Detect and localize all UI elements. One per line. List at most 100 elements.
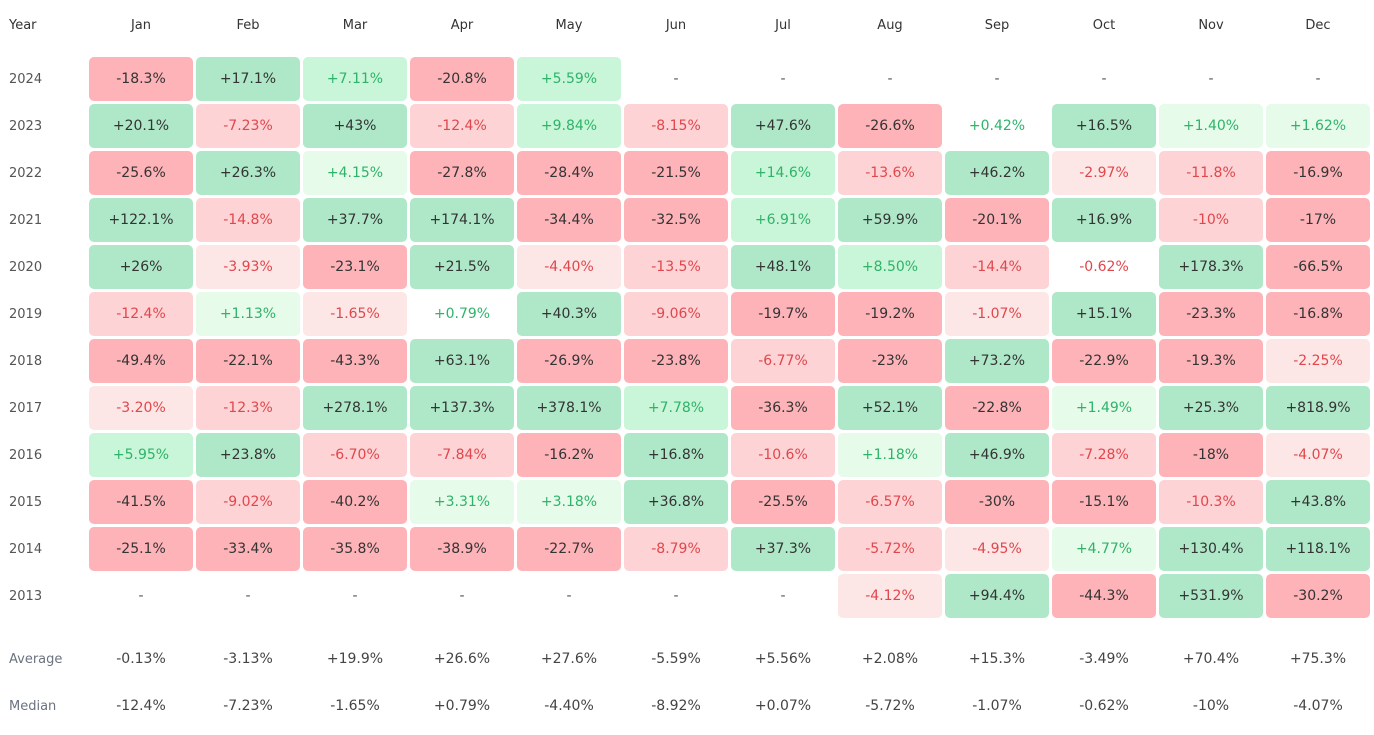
month-header: Nov [1198, 17, 1224, 33]
return-cell: -17% [1266, 198, 1370, 242]
month-header: May [555, 17, 583, 33]
return-cell: -2.97% [1052, 151, 1156, 195]
return-cell: +4.77% [1052, 527, 1156, 571]
return-cell: +378.1% [517, 386, 621, 430]
return-cell: -13.6% [838, 151, 942, 195]
return-cell: -0.62% [1079, 259, 1129, 275]
year-label: 2021 [9, 212, 43, 228]
year-label: 2014 [9, 541, 43, 557]
return-cell: +43.8% [1266, 480, 1370, 524]
month-header: Jul [775, 17, 791, 33]
return-cell: - [459, 588, 465, 604]
summary-label: Average [9, 651, 63, 667]
summary-cell: +70.4% [1182, 651, 1240, 667]
return-cell: -14.4% [945, 245, 1049, 289]
summary-cell: +75.3% [1289, 651, 1347, 667]
return-cell: +278.1% [303, 386, 407, 430]
return-cell: +52.1% [838, 386, 942, 430]
summary-cell: -3.13% [223, 651, 273, 667]
return-cell: +1.49% [1052, 386, 1156, 430]
return-cell: -33.4% [196, 527, 300, 571]
return-cell: +73.2% [945, 339, 1049, 383]
return-cell: +118.1% [1266, 527, 1370, 571]
return-cell: +6.91% [731, 198, 835, 242]
return-cell: -3.20% [89, 386, 193, 430]
month-header: Oct [1092, 17, 1116, 33]
month-header: Dec [1305, 17, 1331, 33]
return-cell: +36.8% [624, 480, 728, 524]
return-cell: - [780, 71, 786, 87]
return-cell: -30% [945, 480, 1049, 524]
return-cell: - [566, 588, 572, 604]
return-cell: +531.9% [1159, 574, 1263, 618]
return-cell: +21.5% [410, 245, 514, 289]
return-cell: -12.4% [410, 104, 514, 148]
return-cell: +25.3% [1159, 386, 1263, 430]
return-cell: +7.78% [624, 386, 728, 430]
return-cell: -27.8% [410, 151, 514, 195]
year-label: 2015 [9, 494, 43, 510]
summary-cell: +19.9% [326, 651, 384, 667]
return-cell: -7.28% [1052, 433, 1156, 477]
month-header: Feb [236, 17, 260, 33]
return-cell: -5.72% [838, 527, 942, 571]
return-cell: -9.02% [196, 480, 300, 524]
summary-cell: -7.23% [223, 698, 273, 714]
return-cell: -22.1% [196, 339, 300, 383]
summary-cell: +5.56% [754, 651, 812, 667]
return-cell: -32.5% [624, 198, 728, 242]
return-cell: -10.6% [731, 433, 835, 477]
return-cell: -18% [1159, 433, 1263, 477]
return-cell: -35.8% [303, 527, 407, 571]
return-cell: - [994, 71, 1000, 87]
return-cell: -30.2% [1266, 574, 1370, 618]
return-cell: +14.6% [731, 151, 835, 195]
return-cell: -25.6% [89, 151, 193, 195]
return-cell: -1.07% [945, 292, 1049, 336]
year-label: 2024 [9, 71, 43, 87]
return-cell: +23.8% [196, 433, 300, 477]
return-cell: +137.3% [410, 386, 514, 430]
return-cell: - [673, 71, 679, 87]
return-cell: -36.3% [731, 386, 835, 430]
return-cell: +3.31% [410, 480, 514, 524]
header-label: Year [9, 17, 37, 33]
return-cell: +0.79% [433, 306, 491, 322]
return-cell: -3.93% [196, 245, 300, 289]
return-cell: -12.3% [196, 386, 300, 430]
return-cell: +26% [89, 245, 193, 289]
return-cell: +37.7% [303, 198, 407, 242]
return-cell: -23.3% [1159, 292, 1263, 336]
return-cell: -13.5% [624, 245, 728, 289]
month-header: Jan [130, 17, 152, 33]
return-cell: -25.5% [731, 480, 835, 524]
return-cell: - [245, 588, 251, 604]
summary-cell: -4.40% [544, 698, 594, 714]
return-cell: +122.1% [89, 198, 193, 242]
return-cell: +8.50% [838, 245, 942, 289]
year-label: 2017 [9, 400, 43, 416]
return-cell: +1.40% [1159, 104, 1263, 148]
return-cell: +46.2% [945, 151, 1049, 195]
year-label: 2019 [9, 306, 43, 322]
return-cell: -4.07% [1266, 433, 1370, 477]
return-cell: -21.5% [624, 151, 728, 195]
return-cell: +15.1% [1052, 292, 1156, 336]
return-cell: -10.3% [1159, 480, 1263, 524]
return-cell: -6.57% [838, 480, 942, 524]
return-cell: -8.15% [624, 104, 728, 148]
return-cell: - [780, 588, 786, 604]
summary-cell: +27.6% [540, 651, 598, 667]
return-cell: +48.1% [731, 245, 835, 289]
return-cell: +16.5% [1052, 104, 1156, 148]
return-cell: +16.8% [624, 433, 728, 477]
return-cell: - [352, 588, 358, 604]
return-cell: - [887, 71, 893, 87]
return-cell: -14.8% [196, 198, 300, 242]
return-cell: - [1315, 71, 1321, 87]
summary-cell: +0.07% [754, 698, 812, 714]
return-cell: -66.5% [1266, 245, 1370, 289]
year-label: 2023 [9, 118, 43, 134]
summary-cell: -8.92% [651, 698, 701, 714]
return-cell: -7.23% [196, 104, 300, 148]
